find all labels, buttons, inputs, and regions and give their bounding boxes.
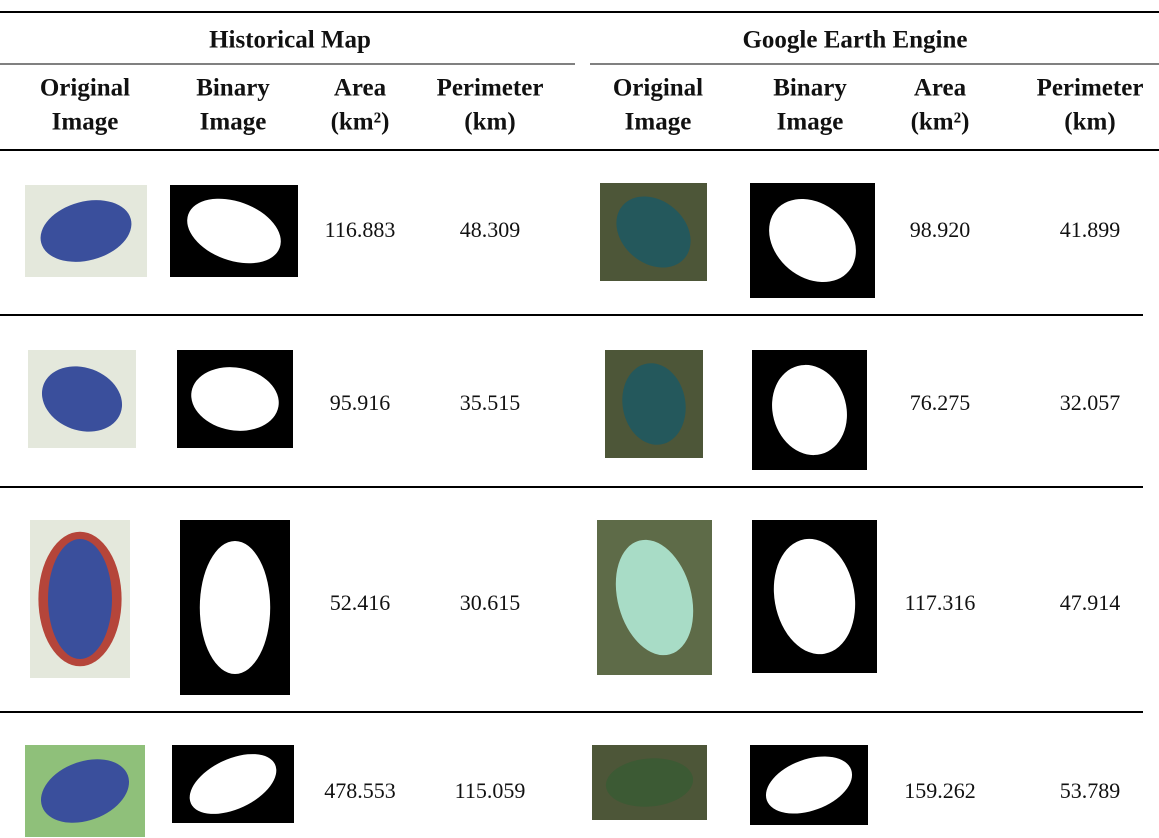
lake-image xyxy=(752,350,867,470)
lake-image xyxy=(28,350,136,448)
column-header: Area xyxy=(914,75,967,102)
lake-shape xyxy=(773,538,856,655)
lake-image xyxy=(752,520,877,673)
lake-shape xyxy=(769,198,856,283)
lake-image xyxy=(25,745,145,837)
lake-image xyxy=(592,745,707,820)
group-header: Google Earth Engine xyxy=(742,27,967,54)
lake-shape xyxy=(48,538,112,660)
cell-value: 76.275 xyxy=(910,390,971,415)
column-header: Binary xyxy=(773,75,847,102)
cell-value: 47.914 xyxy=(1060,590,1121,615)
lake-image xyxy=(177,350,293,448)
cell-value: 35.515 xyxy=(460,390,521,415)
column-header: Perimeter xyxy=(437,75,544,102)
column-header: (km²) xyxy=(911,109,970,136)
column-header: Image xyxy=(52,109,119,136)
group-header: Historical Map xyxy=(209,27,371,54)
lake-shape xyxy=(772,364,847,456)
lake-image xyxy=(605,350,703,458)
lake-shape xyxy=(40,759,130,823)
lake-image xyxy=(597,520,712,675)
column-header: Perimeter xyxy=(1037,75,1144,102)
cell-value: 52.416 xyxy=(330,590,391,615)
cell-value: 98.920 xyxy=(910,217,971,242)
column-header: (km) xyxy=(1064,109,1115,136)
column-header: (km) xyxy=(464,109,515,136)
cell-value: 32.057 xyxy=(1060,390,1121,415)
column-header: (km²) xyxy=(331,109,390,136)
column-header: Original xyxy=(613,75,703,102)
lake-shape xyxy=(41,366,123,432)
column-header: Binary xyxy=(196,75,270,102)
cell-value: 116.883 xyxy=(325,217,396,242)
lake-image xyxy=(180,520,290,695)
lake-image xyxy=(750,745,868,825)
cell-value: 117.316 xyxy=(905,590,976,615)
lake-image xyxy=(170,185,298,277)
lake-shape xyxy=(189,754,277,814)
column-header: Original xyxy=(40,75,130,102)
column-header: Image xyxy=(200,109,267,136)
lake-shape xyxy=(622,363,686,445)
cell-value: 115.059 xyxy=(455,778,526,803)
lake-shape xyxy=(199,541,271,674)
cell-value: 41.899 xyxy=(1060,217,1121,242)
lake-image xyxy=(25,185,147,277)
lake-image xyxy=(30,520,130,678)
cell-value: 48.309 xyxy=(460,217,521,242)
lake-shape xyxy=(187,198,281,264)
lake-shape xyxy=(605,758,694,807)
lake-image xyxy=(750,183,875,298)
lake-image xyxy=(172,745,294,823)
cell-value: 30.615 xyxy=(460,590,521,615)
lake-shape xyxy=(191,367,279,431)
cell-value: 95.916 xyxy=(330,390,391,415)
cell-value: 478.553 xyxy=(324,778,396,803)
lake-shape xyxy=(616,196,691,268)
lake-shape xyxy=(765,756,853,814)
lake-shape xyxy=(40,200,132,262)
cell-value: 53.789 xyxy=(1060,778,1121,803)
column-header: Area xyxy=(334,75,387,102)
column-header: Image xyxy=(777,109,844,136)
lake-shape xyxy=(615,539,694,656)
column-header: Image xyxy=(625,109,692,136)
lake-image xyxy=(600,183,707,281)
cell-value: 159.262 xyxy=(904,778,976,803)
